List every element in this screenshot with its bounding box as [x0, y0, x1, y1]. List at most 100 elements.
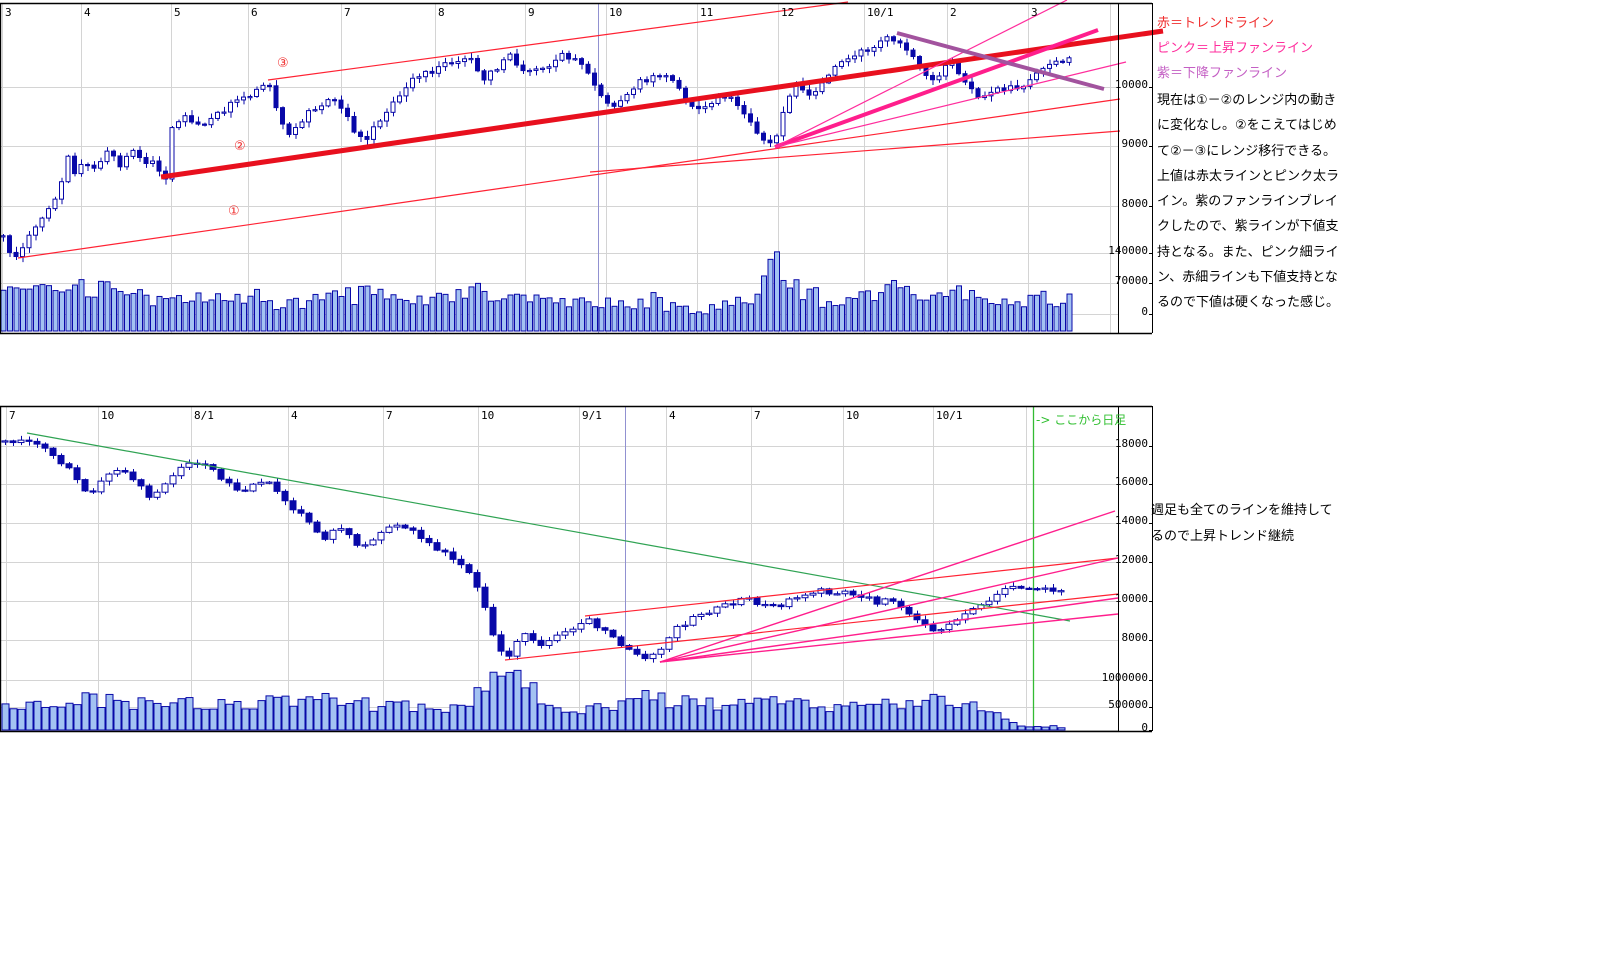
- volume-bar: [137, 697, 146, 731]
- month-label: 12: [781, 6, 794, 19]
- volume-bar: [801, 699, 810, 731]
- candle-body: [785, 598, 793, 608]
- candle-body: [417, 529, 425, 539]
- volume-bar: [1027, 294, 1034, 332]
- candle-body: [637, 79, 643, 90]
- analysis-line: に変化なし。②をこえてはじめ: [1157, 118, 1337, 134]
- green-downtrend-line: [26, 432, 1071, 622]
- volume-bar: [943, 295, 949, 332]
- candle-body: [457, 558, 465, 566]
- candle-body: [185, 462, 193, 468]
- weekly-note-line: るので上昇トレンド継続: [1151, 529, 1295, 544]
- month-label: 7: [344, 6, 351, 19]
- candle-body: [737, 597, 745, 606]
- volume-bar: [305, 696, 314, 731]
- volume-bar: [221, 300, 228, 332]
- candle-body: [618, 100, 623, 107]
- volume-bar: [689, 312, 696, 332]
- analysis-line: クしたので、紫ラインが下値支: [1157, 219, 1339, 235]
- volume-bar: [7, 286, 13, 332]
- volume-bar: [481, 690, 490, 731]
- value-label: 0: [1141, 305, 1148, 318]
- volume-bar: [217, 699, 226, 731]
- volume-bar: [169, 297, 176, 332]
- volume-bar: [33, 700, 42, 731]
- volume-bar: [697, 705, 706, 731]
- volume-bar: [241, 302, 247, 332]
- volume-bar: [673, 705, 682, 731]
- candle-body: [150, 160, 155, 164]
- volume-bar: [561, 711, 570, 731]
- volume-bar: [143, 294, 150, 332]
- month-label: 9/1: [582, 409, 602, 422]
- pink-thin-fanline-mid: [774, 61, 1127, 148]
- candle-body: [273, 85, 279, 109]
- month-label: 7: [386, 409, 393, 422]
- volume-bar: [722, 300, 728, 332]
- candle-body: [577, 623, 585, 630]
- volume-bar: [665, 707, 674, 731]
- candle-body: [313, 521, 321, 533]
- volume-bar: [9, 708, 18, 731]
- volume-bar: [553, 707, 562, 731]
- volume-bar: [104, 281, 111, 332]
- volume-bar: [85, 296, 91, 332]
- candle-body: [598, 84, 604, 97]
- volume-bar: [1041, 726, 1050, 731]
- candle-body: [104, 150, 110, 163]
- value-label: 1000000: [1102, 671, 1148, 684]
- candle-body: [917, 56, 922, 66]
- candle-body: [59, 181, 64, 200]
- candle-body: [345, 528, 353, 536]
- analysis-text: 現在は①－②のレンジ内の動き に変化なし。②をこえてはじめ て②－③にレンジ移行…: [1157, 88, 1339, 316]
- candle-body: [265, 481, 273, 484]
- candle-body: [371, 126, 376, 140]
- volume-bar: [433, 708, 442, 731]
- candle-body: [537, 639, 545, 646]
- volume-bar: [488, 300, 494, 332]
- volume-bar: [312, 293, 319, 332]
- volume-bar: [425, 708, 434, 731]
- candle-body: [1001, 87, 1007, 92]
- volume-bar: [985, 711, 994, 731]
- candle-body: [403, 87, 409, 97]
- volume-bar: [988, 303, 995, 332]
- volume-bar: [813, 287, 819, 332]
- volume-bar: [852, 297, 858, 332]
- candle-body: [505, 650, 513, 657]
- candle-body: [442, 62, 448, 68]
- candle-body: [65, 463, 73, 469]
- candle-body: [641, 653, 649, 660]
- volume-bar: [663, 310, 670, 332]
- candle-body: [217, 468, 225, 480]
- volume-bar: [809, 707, 818, 731]
- volume-bar: [715, 308, 722, 332]
- candle-body: [735, 96, 740, 107]
- circled-mark-2: ②: [234, 139, 246, 154]
- candle-body: [1041, 587, 1049, 590]
- volume-bar: [153, 702, 162, 731]
- red-thin-channel-upper: [584, 557, 1119, 617]
- candle-body: [153, 491, 161, 498]
- candle-body: [605, 95, 610, 104]
- candle-body: [930, 74, 935, 81]
- candle-body: [195, 121, 201, 125]
- candle-body: [433, 542, 441, 551]
- volume-bar: [681, 695, 690, 731]
- month-label: 4: [291, 409, 298, 422]
- candle-body: [1027, 79, 1033, 87]
- candle-body: [801, 594, 809, 599]
- candle-body: [897, 40, 903, 44]
- volume-bar: [1008, 304, 1014, 332]
- candle-body: [663, 75, 669, 78]
- volume-bar: [569, 711, 578, 731]
- volume-bar: [649, 699, 658, 731]
- volume-bar: [873, 703, 882, 731]
- candle-body: [1025, 587, 1033, 590]
- volume-bar: [72, 284, 78, 332]
- volume-bar: [177, 698, 186, 731]
- volume-bar: [364, 285, 371, 332]
- candle-body: [462, 58, 467, 63]
- volume-bar: [25, 701, 34, 731]
